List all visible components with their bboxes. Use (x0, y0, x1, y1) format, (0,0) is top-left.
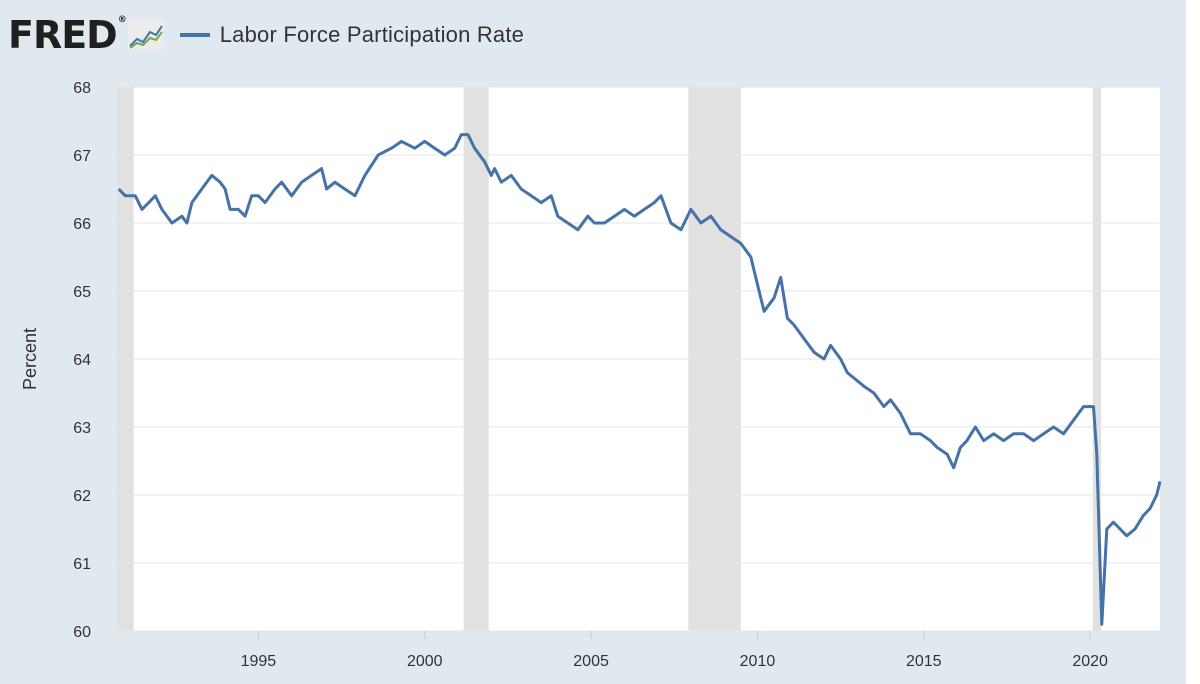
right-frame (1186, 0, 1200, 684)
x-axis: 1995 2000 2005 2010 2015 2020 (241, 631, 1108, 670)
chart-line-icon (127, 20, 164, 50)
legend-swatch (179, 33, 210, 37)
x-tick-label: 2000 (407, 653, 443, 670)
y-axis-title: Percent (20, 328, 40, 390)
y-tick-label: 60 (73, 624, 91, 641)
x-tick-label: 2010 (740, 653, 776, 670)
x-tick-label: 2005 (573, 653, 609, 670)
y-tick-label: 64 (73, 352, 91, 369)
chart-header: FRED® Labor Force Participation Rate (8, 12, 524, 58)
y-tick-label: 66 (73, 216, 91, 233)
y-axis: 60 61 62 63 64 65 66 67 68 (73, 80, 91, 641)
y-tick-label: 61 (73, 556, 91, 573)
x-tick-label: 2020 (1072, 653, 1108, 670)
x-tick-label: 1995 (241, 653, 277, 670)
y-tick-label: 67 (73, 148, 91, 165)
y-tick-label: 62 (73, 488, 91, 505)
legend-label: Labor Force Participation Rate (219, 22, 525, 47)
grid-lines (117, 86, 1160, 632)
fred-logo[interactable]: FRED® (8, 13, 127, 57)
y-tick-label: 65 (73, 284, 91, 301)
y-tick-label: 63 (73, 420, 91, 437)
series-line[interactable] (117, 133, 1162, 626)
y-tick-label: 68 (73, 80, 91, 97)
x-tick-label: 2015 (906, 653, 942, 670)
